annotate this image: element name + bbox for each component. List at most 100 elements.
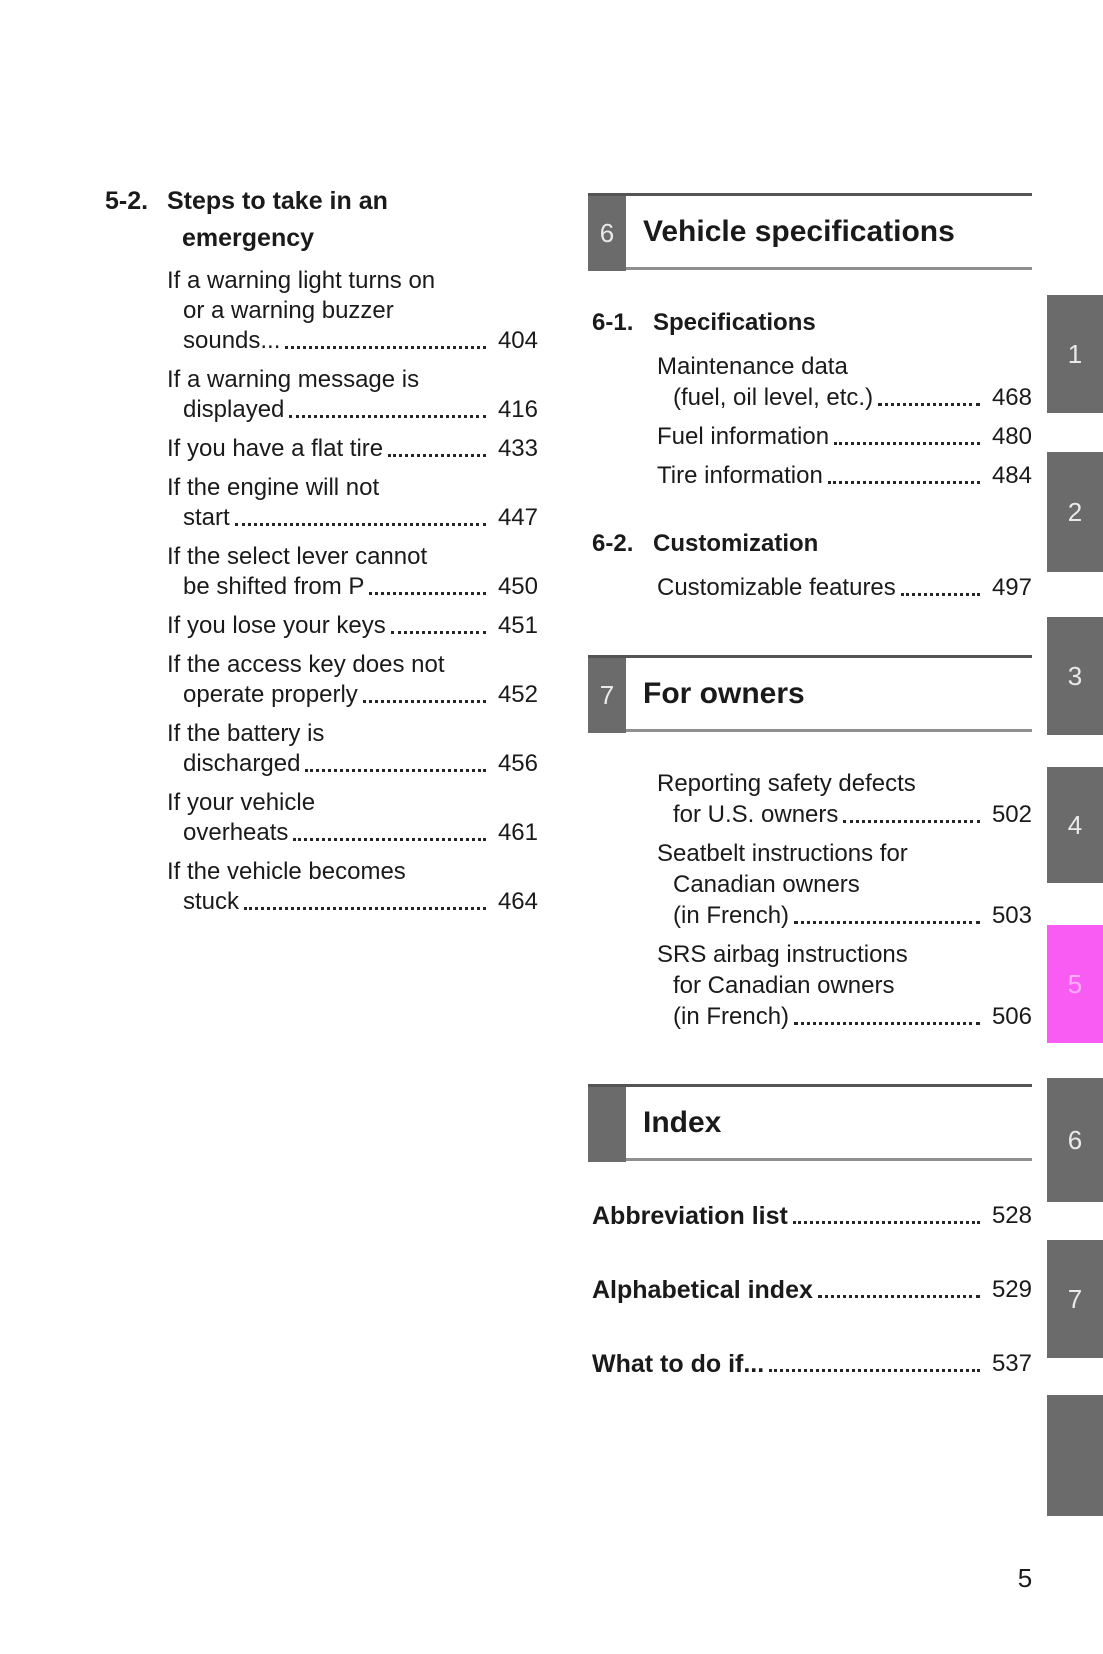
toc-entry-text: displayed: [183, 396, 285, 423]
chapter-tab-blank[interactable]: [1047, 1395, 1103, 1516]
dot-leader: [244, 907, 486, 910]
toc-entry[interactable]: If the select lever cannot be shifted fro…: [105, 542, 538, 602]
chapter-tab-label: 7: [1067, 1283, 1083, 1314]
toc-entry-text: If you have a flat tire: [167, 435, 384, 462]
toc-entry[interactable]: If the access key does not operate proper…: [105, 650, 538, 710]
index-entry[interactable]: What to do if... 537: [588, 1349, 1032, 1379]
page-number: 5: [1017, 1563, 1033, 1593]
toc-entry-last-line: start 447: [167, 503, 538, 533]
index-entry[interactable]: Alphabetical index 529: [588, 1275, 1032, 1305]
index-entry[interactable]: Abbreviation list 528: [588, 1201, 1032, 1231]
section-title-line: Steps to take in an: [167, 187, 388, 215]
chapter-tab-label: 4: [1067, 809, 1083, 840]
toc-entry[interactable]: Fuel information 480: [588, 421, 1032, 452]
chapter-tab-5[interactable]: 5: [1047, 925, 1103, 1043]
section-title: Steps to take in an emergency: [167, 183, 388, 257]
page-ref: 468: [991, 384, 1032, 411]
toc-right-column: 6 Vehicle specifications 6-1. Specification…: [588, 193, 1032, 1379]
toc-entry-text: What to do if...: [592, 1350, 765, 1378]
toc-entry-last-line: If you lose your keys 451: [167, 611, 538, 641]
toc-entry[interactable]: If you lose your keys 451: [105, 611, 538, 641]
toc-entry[interactable]: If the engine will not start 447: [105, 473, 538, 533]
toc-entry[interactable]: Customizable features 497: [588, 572, 1032, 603]
toc-entry-text: Abbreviation list: [592, 1202, 788, 1230]
toc-entry-line: If a warning light turns on: [167, 267, 436, 294]
toc-entry-last-line: Tire information 484: [657, 460, 1032, 491]
dot-leader: [234, 523, 486, 526]
section-5-2-heading: 5-2. Steps to take in an emergency: [105, 183, 538, 257]
chapter-tab-2[interactable]: 2: [1047, 452, 1103, 572]
page-ref: 404: [497, 327, 538, 354]
dot-leader: [794, 921, 980, 924]
toc-entry[interactable]: If the battery is discharged 456: [105, 719, 538, 779]
toc-entry[interactable]: Tire information 484: [588, 460, 1032, 491]
toc-entry[interactable]: If your vehicle overheats 461: [105, 788, 538, 848]
subsection-number: 6-2.: [592, 530, 634, 557]
chapter-tab-3[interactable]: 3: [1047, 617, 1103, 735]
toc-entry-last-line: stuck 464: [167, 887, 538, 917]
toc-entry-last-line: operate properly 452: [167, 680, 538, 710]
subsection-title: Customization: [653, 530, 819, 557]
chapter-header-7: 7 For owners: [588, 655, 1032, 733]
toc-entry-text: Tire information: [657, 462, 823, 489]
toc-entry-last-line: Abbreviation list 528: [592, 1201, 1032, 1231]
dot-leader: [362, 700, 486, 703]
toc-entry-last-line: Customizable features 497: [657, 572, 1032, 603]
toc-entry-last-line: Alphabetical index 529: [592, 1275, 1032, 1305]
page-ref: 464: [497, 888, 538, 915]
toc-entry[interactable]: Maintenance data (fuel, oil level, etc.) 4…: [588, 351, 1032, 413]
toc-entry-text: (in French): [673, 1003, 790, 1030]
toc-entry-list: If a warning light turns on or a warning …: [105, 266, 538, 917]
toc-entry-line: Canadian owners: [673, 871, 860, 898]
page-ref: 484: [991, 462, 1032, 489]
chapter-header-index: Index: [588, 1084, 1032, 1162]
toc-entry-line: If the battery is: [167, 720, 325, 747]
subsection-heading-61: 6-1. Specifications: [588, 308, 1032, 338]
dot-leader: [792, 1221, 980, 1224]
page-ref: 461: [497, 819, 538, 846]
chapter-number-box: [588, 1087, 626, 1162]
dot-leader: [834, 442, 980, 445]
section-title-line: emergency: [182, 224, 315, 252]
toc-entry-line: If the select lever cannot: [167, 543, 428, 570]
chapter-tab-4[interactable]: 4: [1047, 767, 1103, 883]
chapter-title: Index: [643, 1105, 722, 1139]
chapter-number-box: 6: [588, 196, 626, 271]
toc-entry-last-line: (in French) 503: [657, 900, 1032, 931]
toc-entry-line: If a warning message is: [167, 366, 420, 393]
page-ref: 433: [497, 435, 538, 462]
toc-entry-text: for U.S. owners: [673, 801, 839, 828]
toc-entry[interactable]: If you have a flat tire 433: [105, 434, 538, 464]
chapter-tab-label: 5: [1067, 968, 1083, 999]
toc-entry-text: If you lose your keys: [167, 612, 386, 639]
toc-entry-text: stuck: [183, 888, 240, 915]
dot-leader: [794, 1022, 980, 1025]
toc-entry-last-line: discharged 456: [167, 749, 538, 779]
page-ref: 416: [497, 396, 538, 423]
chapter-tab-label: 6: [1067, 1124, 1083, 1155]
subsection-number: 6-1.: [592, 309, 634, 336]
toc-entry[interactable]: If the vehicle becomes stuck 464: [105, 857, 538, 917]
toc-entry-text: discharged: [183, 750, 301, 777]
toc-entry-text: start: [183, 504, 230, 531]
toc-entry[interactable]: If a warning message is displayed 416: [105, 365, 538, 425]
toc-entry-line: If the vehicle becomes: [167, 858, 406, 885]
chapter-tab-6[interactable]: 6: [1047, 1078, 1103, 1202]
toc-entry[interactable]: Seatbelt instructions for Canadian owners…: [588, 838, 1032, 931]
dot-leader: [769, 1369, 980, 1372]
chapter-tab-7[interactable]: 7: [1047, 1240, 1103, 1358]
toc-entry-last-line: If you have a flat tire 433: [167, 434, 538, 464]
toc-entry-text: (in French): [673, 902, 790, 929]
toc-entry-line: If your vehicle: [167, 789, 316, 816]
chapter-title: Vehicle specifications: [643, 214, 955, 248]
toc-entry-last-line: (fuel, oil level, etc.) 468: [657, 382, 1032, 413]
chapter-tab-1[interactable]: 1: [1047, 295, 1103, 413]
page-ref: 456: [497, 750, 538, 777]
toc-entry-text: be shifted from P: [183, 573, 365, 600]
toc-entry-text: Alphabetical index: [592, 1276, 813, 1304]
toc-entry[interactable]: If a warning light turns on or a warning …: [105, 266, 538, 356]
chapter-title: For owners: [643, 676, 805, 710]
toc-entry-last-line: Fuel information 480: [657, 421, 1032, 452]
toc-entry[interactable]: Reporting safety defects for U.S. owners 5…: [588, 768, 1032, 830]
toc-entry[interactable]: SRS airbag instructions for Canadian owne…: [588, 939, 1032, 1032]
